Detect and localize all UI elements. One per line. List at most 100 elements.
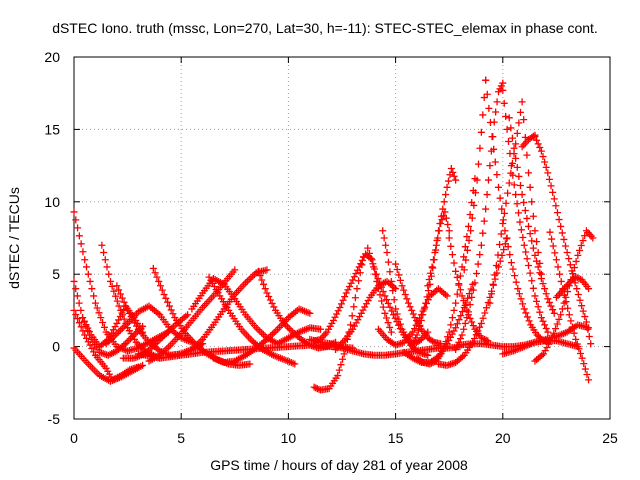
data-point — [531, 292, 539, 300]
data-point — [461, 243, 469, 251]
data-point — [552, 256, 560, 264]
data-point — [349, 276, 357, 284]
data-point — [473, 176, 481, 184]
data-point — [416, 321, 424, 329]
data-point — [495, 183, 503, 191]
data-point — [73, 292, 81, 300]
data-point — [519, 300, 527, 308]
data-point — [431, 358, 439, 366]
data-point — [448, 314, 456, 322]
data-point — [72, 285, 80, 293]
data-point — [510, 144, 518, 152]
data-point — [444, 333, 452, 341]
data-point — [482, 205, 490, 213]
data-point — [477, 319, 485, 327]
data-point — [543, 343, 551, 351]
data-point — [364, 297, 372, 305]
data-point — [392, 305, 400, 313]
data-point — [438, 216, 446, 224]
data-point — [263, 289, 271, 297]
data-point — [452, 345, 460, 353]
data-point — [507, 124, 515, 132]
data-point — [424, 351, 432, 359]
data-point — [492, 262, 500, 270]
data-point — [581, 232, 589, 240]
data-point — [513, 129, 521, 137]
data-point — [382, 241, 390, 249]
data-point — [581, 313, 589, 321]
data-point — [149, 264, 157, 272]
data-point — [516, 108, 524, 116]
data-point — [77, 240, 85, 248]
data-point — [578, 354, 586, 362]
data-point — [393, 310, 401, 318]
data-point — [449, 168, 457, 176]
data-point — [258, 329, 266, 337]
data-point — [413, 331, 421, 339]
data-point — [376, 291, 384, 299]
data-point — [464, 308, 472, 316]
data-point — [579, 237, 587, 245]
data-point — [518, 191, 526, 199]
data-point — [510, 181, 518, 189]
data-point — [539, 280, 547, 288]
data-point — [439, 347, 447, 355]
data-point — [116, 326, 124, 334]
data-point — [452, 324, 460, 332]
data-point — [352, 269, 360, 277]
data-point — [392, 260, 400, 268]
data-point — [378, 297, 386, 305]
data-point — [498, 205, 506, 213]
data-point — [505, 137, 513, 145]
data-point — [163, 345, 171, 353]
data-point — [444, 177, 452, 185]
data-point — [502, 199, 510, 207]
data-point — [549, 242, 557, 250]
x-axis-label: GPS time / hours of day 281 of year 2008 — [210, 457, 468, 473]
data-point — [116, 290, 124, 298]
grid-lines — [74, 57, 610, 419]
data-point — [537, 275, 545, 283]
data-point — [460, 325, 468, 333]
data-point — [553, 320, 561, 328]
data-point — [158, 286, 166, 294]
data-point — [508, 134, 516, 142]
data-point — [254, 267, 262, 275]
data-point — [503, 125, 511, 133]
data-point — [548, 235, 556, 243]
data-point — [450, 306, 458, 314]
data-point — [442, 214, 450, 222]
data-point — [456, 286, 464, 294]
data-point — [340, 350, 348, 358]
data-point — [570, 264, 578, 272]
data-point — [499, 220, 507, 228]
data-point — [380, 234, 388, 242]
data-point — [417, 317, 425, 325]
data-point — [395, 315, 403, 323]
data-point — [77, 323, 85, 331]
data-point — [476, 144, 484, 152]
data-point — [533, 257, 541, 265]
data-point — [545, 175, 553, 183]
data-point — [389, 287, 397, 295]
data-point — [115, 302, 123, 310]
data-point — [546, 228, 554, 236]
data-point — [566, 261, 574, 269]
data-points — [70, 76, 597, 394]
data-point — [501, 227, 509, 235]
data-point — [533, 297, 541, 305]
data-point — [455, 316, 463, 324]
data-point — [554, 263, 562, 271]
data-point — [396, 276, 404, 284]
data-point — [542, 163, 550, 171]
data-point — [90, 292, 98, 300]
data-point — [468, 318, 476, 326]
data-point — [342, 289, 350, 297]
data-point — [429, 256, 437, 264]
data-point — [578, 302, 586, 310]
data-point — [371, 265, 379, 273]
data-point — [585, 332, 593, 340]
data-point — [483, 90, 491, 98]
data-point — [266, 296, 274, 304]
data-point — [515, 172, 523, 180]
